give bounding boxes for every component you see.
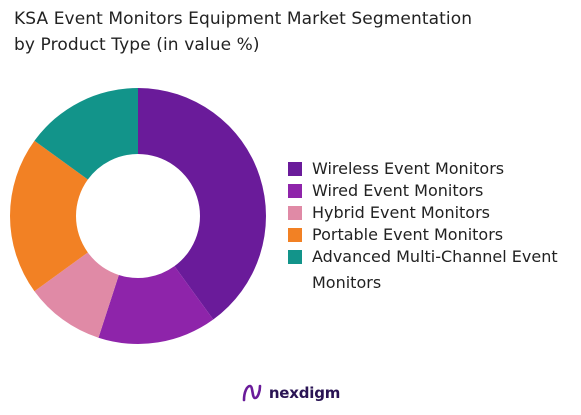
legend-swatch-portable — [288, 228, 302, 242]
chart-title-line-1: KSA Event Monitors Equipment Market Segm… — [14, 9, 473, 29]
legend-swatch-hybrid — [288, 206, 302, 220]
legend-label-wireless: Wireless Event Monitors — [312, 159, 505, 178]
brand-name: nexdigm — [268, 384, 341, 402]
legend-label-hybrid: Hybrid Event Monitors — [312, 203, 490, 222]
legend-swatch-wireless — [288, 162, 302, 176]
legend-label-wired: Wired Event Monitors — [312, 181, 484, 200]
legend-item-wireless: Wireless Event Monitors — [288, 158, 578, 180]
nexdigm-logo-icon — [242, 384, 262, 402]
donut-slice-wired — [98, 266, 214, 344]
chart-legend: Wireless Event Monitors Wired Event Moni… — [288, 158, 578, 296]
legend-item-hybrid: Hybrid Event Monitors — [288, 202, 578, 224]
donut-slice-hybrid — [34, 252, 119, 338]
legend-item-portable: Portable Event Monitors — [288, 224, 578, 246]
chart-title: KSA Event Monitors Equipment Market Segm… — [14, 6, 574, 58]
donut-slice-wireless — [138, 88, 266, 320]
legend-label-advanced: Advanced Multi-Channel Event Monitors — [312, 247, 558, 292]
donut-slice-advanced — [34, 88, 138, 180]
donut-slice-portable — [9, 140, 88, 292]
legend-label-portable: Portable Event Monitors — [312, 225, 504, 244]
chart-title-line-2: by Product Type (in value %) — [14, 35, 260, 55]
donut-chart — [9, 88, 266, 344]
legend-item-advanced: Advanced Multi-Channel Event Monitors — [288, 246, 578, 296]
legend-item-wired: Wired Event Monitors — [288, 180, 578, 202]
legend-swatch-advanced — [288, 250, 302, 264]
legend-swatch-wired — [288, 184, 302, 198]
brand-footer: nexdigm — [0, 382, 581, 404]
